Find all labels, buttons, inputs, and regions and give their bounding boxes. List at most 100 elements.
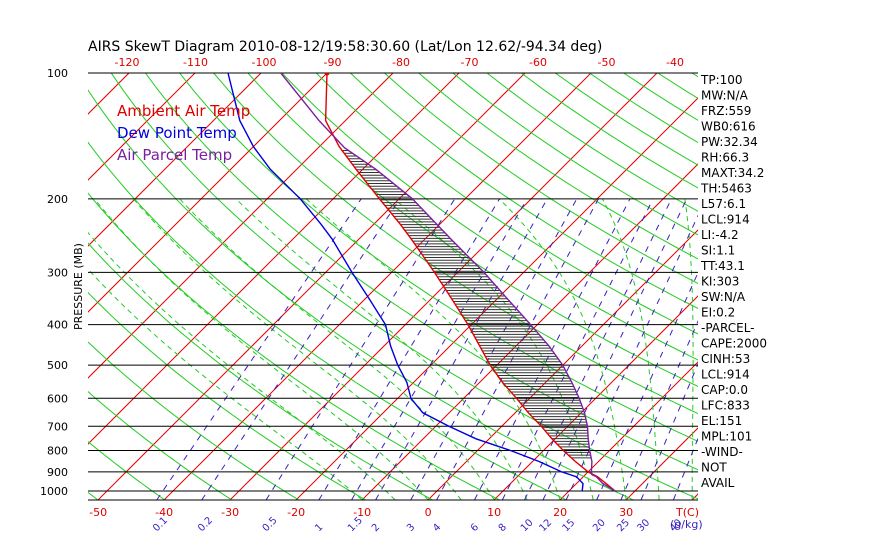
profile-lines bbox=[227, 73, 616, 492]
dry-adiabat-line bbox=[88, 390, 232, 500]
pressure-tick-label: 500 bbox=[47, 359, 68, 372]
index-label: EL:151 bbox=[701, 414, 742, 428]
index-label: CINH:53 bbox=[701, 352, 750, 366]
top-temperature-tick-label: -100 bbox=[252, 56, 277, 69]
top-temperature-tick-label: -90 bbox=[324, 56, 342, 69]
chart-title: AIRS SkewT Diagram 2010-08-12/19:58:30.6… bbox=[88, 39, 602, 55]
moist-adiabat-line bbox=[498, 198, 627, 500]
isotherm-line bbox=[824, 73, 870, 500]
pressure-tick-label: 300 bbox=[47, 266, 68, 279]
moist-adiabat-line bbox=[132, 198, 462, 500]
top-temperature-tick-label: -50 bbox=[598, 56, 616, 69]
index-label: SW:N/A bbox=[701, 290, 746, 304]
dewpoint-profile-line bbox=[227, 73, 584, 492]
pressure-tick-label: 700 bbox=[47, 420, 68, 433]
isotherm-line bbox=[88, 73, 460, 445]
dry-adiabat-line bbox=[486, 73, 698, 212]
mixing-ratio-tick-label: 2 bbox=[370, 522, 382, 534]
index-label: L57:6.1 bbox=[701, 197, 746, 211]
dry-adiabat-line bbox=[0, 73, 31, 500]
mixing-ratio-line bbox=[542, 198, 688, 500]
dry-adiabat-line bbox=[213, 73, 698, 415]
dry-adiabat-line bbox=[88, 441, 165, 500]
isotherm-line bbox=[88, 73, 328, 313]
isotherm-line bbox=[0, 73, 63, 500]
index-label: -WIND- bbox=[701, 445, 743, 459]
mixing-ratio-tick-label: 15 bbox=[561, 517, 578, 534]
index-label: CAP:0.0 bbox=[701, 383, 748, 397]
mixing-ratio-tick-label: 4 bbox=[431, 522, 443, 534]
isotherm-line bbox=[97, 73, 526, 500]
mixing-ratio-tick-label: 30 bbox=[635, 517, 652, 534]
mixing-ratio-tick-label: 3 bbox=[405, 522, 417, 534]
dry-adiabat-line bbox=[350, 73, 698, 310]
index-label: MW:N/A bbox=[701, 89, 749, 103]
bottom-temperature-tick-label: -40 bbox=[155, 506, 173, 519]
index-label: LCL:914 bbox=[701, 368, 750, 382]
mixing-ratio-tick-label: 12 bbox=[537, 517, 554, 534]
index-label: NOT bbox=[701, 461, 727, 475]
isotherm-line bbox=[88, 73, 130, 115]
dry-adiabat-line bbox=[144, 73, 698, 471]
bottom-temperature-tick-label: -50 bbox=[89, 506, 107, 519]
isotherm-line bbox=[295, 97, 698, 500]
mixing-ratio-line bbox=[318, 198, 500, 500]
index-label: SI:1.1 bbox=[701, 244, 735, 258]
index-label: RH:66.3 bbox=[701, 151, 749, 165]
index-label: LCL:914 bbox=[701, 213, 750, 227]
mixing-ratio-line bbox=[375, 198, 548, 500]
mixing-ratio-line bbox=[501, 198, 654, 500]
moist-adiabat-line bbox=[235, 198, 528, 500]
moist-adiabat-line bbox=[88, 231, 396, 500]
isotherm-line bbox=[88, 73, 262, 247]
isotherm-line bbox=[758, 73, 870, 500]
index-label: KI:303 bbox=[701, 275, 739, 289]
mixing-ratio-tick-label: 1 bbox=[313, 522, 325, 534]
mixing-ratio-line bbox=[524, 198, 672, 500]
mixing-ratio-tick-label: 0.5 bbox=[261, 515, 280, 534]
dry-adiabat-line bbox=[179, 73, 698, 442]
top-temperature-tick-label: -40 bbox=[666, 56, 684, 69]
mixing-ratio-tick-label: 0.2 bbox=[196, 515, 215, 534]
moist-adiabat-line bbox=[88, 268, 363, 500]
mixing-ratio-line bbox=[201, 198, 401, 500]
top-temperature-tick-label: -120 bbox=[115, 56, 140, 69]
bottom-temperature-tick-label: -10 bbox=[353, 506, 371, 519]
pressure-tick-label: 100 bbox=[47, 67, 68, 80]
isobar-lines bbox=[88, 72, 698, 501]
pressure-tick-labels: 100 200 300 400 500 600 700 800 900 1000 bbox=[40, 67, 68, 498]
top-temperature-tick-label: -70 bbox=[461, 56, 479, 69]
isotherm-line bbox=[625, 427, 698, 500]
mixing-ratio-tick-label: 25 bbox=[615, 517, 632, 534]
index-label: MAXT:34.2 bbox=[701, 166, 764, 180]
dry-adiabat-line bbox=[88, 89, 634, 500]
legend-air-parcel-temp: Air Parcel Temp bbox=[117, 146, 232, 164]
isotherm-line bbox=[361, 163, 698, 500]
index-label: PW:32.34 bbox=[701, 135, 758, 149]
index-label: TP:100 bbox=[700, 73, 743, 87]
isotherm-line bbox=[163, 73, 592, 500]
legend-ambient-air-temp: Ambient Air Temp bbox=[117, 102, 250, 120]
index-label: MPL:101 bbox=[701, 430, 752, 444]
cape-hatching bbox=[342, 150, 592, 459]
bottom-temperature-tick-label: 30 bbox=[619, 506, 633, 519]
dry-adiabat-line bbox=[281, 73, 698, 361]
isotherm-line bbox=[559, 361, 698, 500]
temperature-profile-line bbox=[324, 73, 616, 492]
tropopause-marker bbox=[324, 73, 330, 76]
mixing-ratio-line bbox=[156, 198, 362, 500]
isotherm-line bbox=[88, 73, 394, 379]
legend: Ambient Air Temp Dew Point Temp Air Parc… bbox=[117, 102, 250, 164]
isotherm-line bbox=[427, 229, 698, 500]
index-label: CAPE:2000 bbox=[701, 337, 767, 351]
bottom-temperature-tick-label: 0 bbox=[425, 506, 432, 519]
pressure-tick-label: 800 bbox=[47, 444, 68, 457]
temperature-axis-unit: T(C) bbox=[675, 506, 699, 519]
pressure-tick-label: 400 bbox=[47, 319, 68, 332]
dry-adiabat-line bbox=[384, 73, 698, 285]
moist-adiabat-line bbox=[601, 198, 660, 500]
legend-dew-point-temp: Dew Point Temp bbox=[117, 124, 237, 142]
mixing-ratio-tick-label: 8 bbox=[497, 522, 509, 534]
